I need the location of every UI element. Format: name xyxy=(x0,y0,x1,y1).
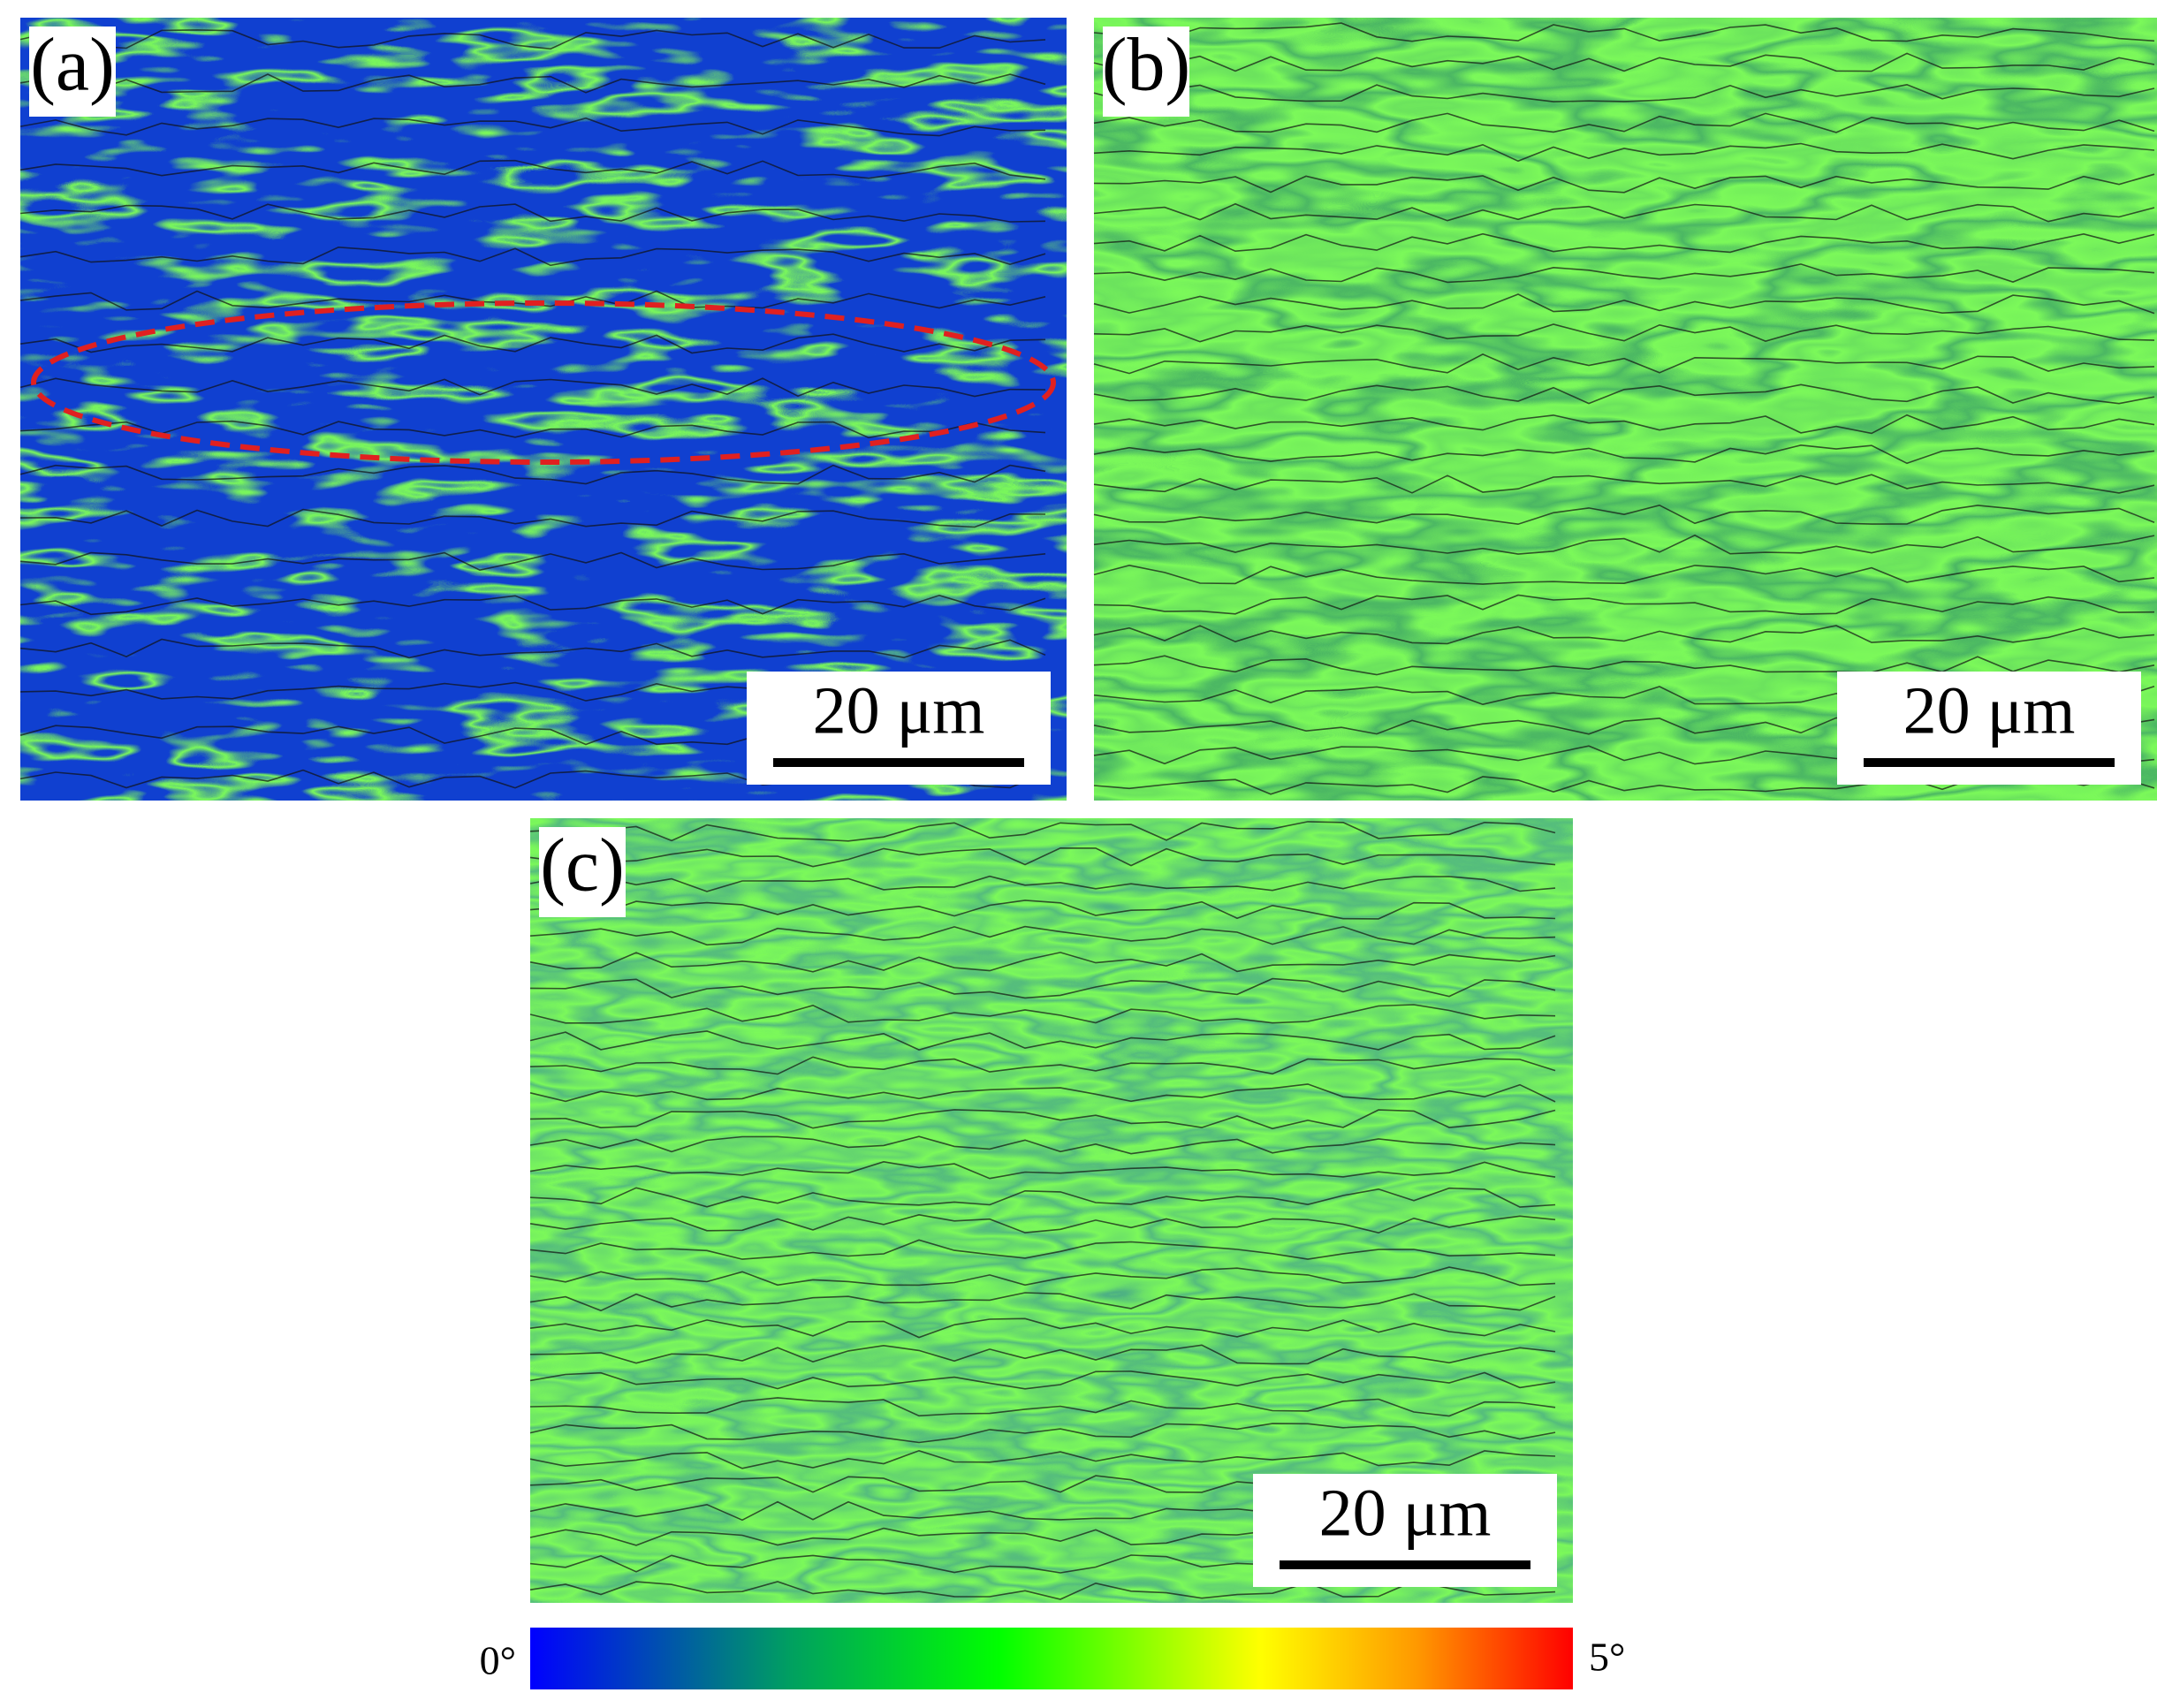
panel: (c) 20 μm xyxy=(529,818,1573,1603)
panel: (a) 20 μm xyxy=(19,18,1067,801)
grain-boundary xyxy=(529,1187,1556,1208)
grain-boundary xyxy=(1093,173,2155,194)
highlight-ellipse xyxy=(31,300,1056,465)
grain-boundary xyxy=(1093,83,2155,103)
grain-boundary xyxy=(529,846,1556,868)
grain-boundary xyxy=(1093,564,2155,585)
grain-boundary xyxy=(19,203,1046,223)
grain-boundary xyxy=(1093,594,2155,615)
scale-bar-label: 20 μm xyxy=(813,673,985,748)
grain-boundary xyxy=(1093,625,2155,645)
grain-boundary xyxy=(529,1083,1556,1103)
grain-boundary xyxy=(1093,293,2155,315)
panel-label: (b) xyxy=(1102,22,1190,107)
grain-boundary xyxy=(1093,202,2155,223)
grain-boundary xyxy=(529,1397,1556,1417)
grain-boundary xyxy=(1093,474,2155,494)
panels: (a) 20 μm (b) 20 μm (c) 20 μm xyxy=(19,18,2157,1603)
micrograph-texture xyxy=(20,18,1067,801)
grain-boundary xyxy=(529,1292,1556,1312)
grain-boundary xyxy=(1093,534,2155,555)
grain-boundary xyxy=(19,117,1046,137)
grain-boundary xyxy=(1093,142,2155,163)
grain-boundary xyxy=(529,1344,1556,1365)
grain-boundary xyxy=(19,333,1046,354)
grain-boundary xyxy=(529,977,1556,999)
micrograph-texture xyxy=(530,818,1573,1603)
grain-boundary xyxy=(529,1030,1556,1051)
grain-boundary xyxy=(1093,323,2155,343)
grain-boundary xyxy=(1093,655,2155,676)
grain-boundary xyxy=(19,29,1046,50)
grain-boundary xyxy=(529,1317,1556,1339)
grain-boundary xyxy=(529,1160,1556,1180)
grain-boundary xyxy=(19,508,1046,528)
grain-boundary xyxy=(529,1449,1556,1469)
grain-boundary xyxy=(529,1266,1556,1287)
grain-boundary xyxy=(19,377,1046,398)
grain-boundary xyxy=(19,159,1046,180)
colorbar-gradient xyxy=(530,1628,1573,1689)
scale-bar xyxy=(773,758,1024,767)
grain-boundary xyxy=(1093,112,2155,133)
colorbar-min: 0° xyxy=(480,1638,516,1683)
label-box xyxy=(1103,27,1189,117)
scale-bar-label: 20 μm xyxy=(1903,673,2076,748)
grain-boundary xyxy=(19,551,1046,572)
scale-bar-label: 20 μm xyxy=(1319,1476,1492,1550)
grain-boundary xyxy=(19,420,1046,439)
label-box xyxy=(539,827,626,917)
panel-label: (c) xyxy=(540,823,624,907)
grain-boundary xyxy=(529,1109,1556,1130)
grain-boundary xyxy=(1093,353,2155,375)
grain-boundary xyxy=(529,1056,1556,1075)
grain-boundary xyxy=(529,952,1556,973)
grain-boundary xyxy=(19,594,1046,616)
panel-label: (a) xyxy=(30,22,114,107)
grain-boundary xyxy=(1093,263,2155,284)
grain-boundary xyxy=(529,1135,1556,1155)
grain-boundary xyxy=(529,1423,1556,1444)
grain-boundary xyxy=(529,1004,1556,1024)
grain-boundary xyxy=(529,821,1556,842)
panel: (b) 20 μm xyxy=(1093,18,2157,801)
grain-boundary xyxy=(19,246,1046,267)
grain-boundary xyxy=(529,1370,1556,1390)
grain-boundary xyxy=(19,464,1046,485)
grain-boundary xyxy=(19,638,1046,659)
grain-boundary xyxy=(529,1580,1556,1600)
grain-boundary xyxy=(1093,504,2155,526)
grain-boundary xyxy=(1093,444,2155,465)
grain-boundary xyxy=(529,1239,1556,1260)
grain-boundary xyxy=(529,925,1556,946)
grain-boundary xyxy=(19,73,1046,94)
colorbar: 0° 5° xyxy=(480,1628,1625,1689)
grain-boundary xyxy=(1093,232,2155,254)
scale-bar xyxy=(1280,1560,1530,1569)
grain-boundary xyxy=(529,900,1556,920)
grain-boundary xyxy=(1093,22,2155,42)
grain-boundary xyxy=(1093,414,2155,435)
grain-boundary xyxy=(529,875,1556,892)
grain-boundary xyxy=(529,1213,1556,1234)
grain-boundary xyxy=(1093,383,2155,405)
label-box xyxy=(29,27,116,117)
scale-bar xyxy=(1864,758,2115,767)
colorbar-max: 5° xyxy=(1589,1635,1625,1680)
grain-boundary xyxy=(1093,52,2155,72)
